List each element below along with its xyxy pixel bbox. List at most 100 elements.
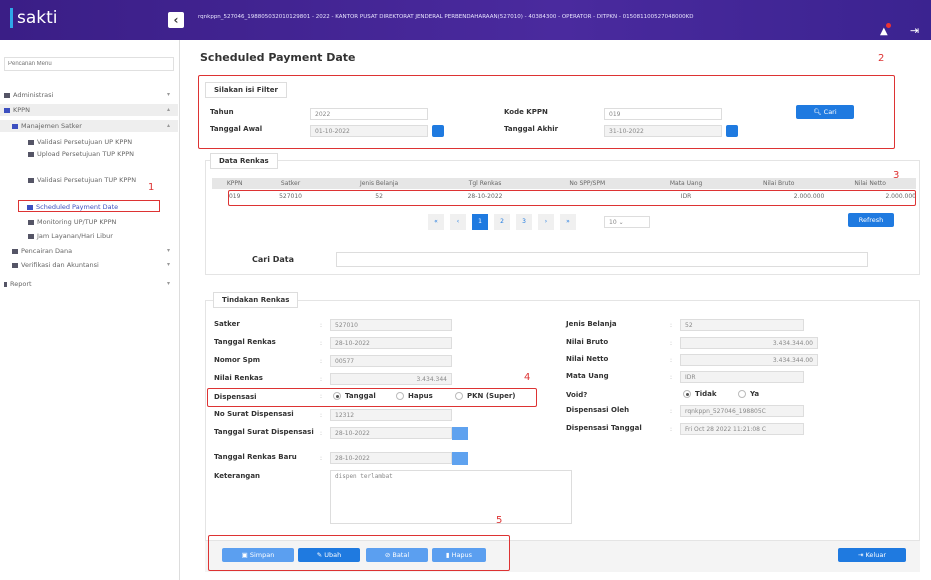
annotation-2: 2 [878,53,885,64]
tindakan-title: Tindakan Renkas [213,292,299,308]
refresh-button[interactable]: Refresh [848,213,894,227]
page-first[interactable]: « [428,214,444,230]
cari-data-input[interactable] [336,252,868,267]
table-cell: 527010 [279,192,302,200]
column-header[interactable]: KPPN [212,178,258,189]
column-header[interactable]: Jenis Belanja [323,178,435,189]
satker-label: Satker [214,320,240,328]
menu-search-input[interactable] [4,57,174,71]
table-cell: 2.000.000 [885,192,916,200]
simpan-button[interactable]: ▣ Simpan [222,548,294,562]
annotation-4: 4 [524,372,531,383]
dispensasi-tanggal-input[interactable]: Fri Oct 28 2022 11:21:08 C [680,423,804,435]
tahun-input[interactable]: 2022 [310,108,428,120]
cari-button[interactable]: 🔍︎ Cari [796,105,854,119]
radio-hapus[interactable]: Hapus [396,392,433,400]
page-last[interactable]: » [560,214,576,230]
column-header[interactable]: Nilai Bruto [733,178,825,189]
notification-bell-icon[interactable]: ▲ [880,23,891,37]
ubah-button[interactable]: ✎ Ubah [298,548,360,562]
calendar-icon[interactable] [726,125,738,137]
nilai-bruto-input[interactable]: 3.434.344.00 [680,337,818,349]
selected-row-highlight [228,190,916,206]
trash-icon: ▮ [445,551,452,559]
table-cell: 28-10-2022 [467,192,503,200]
tahun-label: Tahun [210,108,234,116]
sidebar-item-report[interactable]: Report ▾ [0,278,178,290]
sidebar-item-validasi-up[interactable]: Validasi Persetujuan UP KPPN [0,136,178,148]
page-size-select[interactable]: 10 ⌄ [604,216,650,228]
keluar-button[interactable]: ⇥ Keluar [838,548,906,562]
tanggal-akhir-input[interactable]: 31-10-2022 [604,125,722,137]
radio-pkn-super[interactable]: PKN (Super) [455,392,515,400]
sidebar-item-manajemen-satker[interactable]: Manajemen Satker ▴ [0,120,178,132]
page-1[interactable]: 1 [472,214,488,230]
table-row[interactable]: 019 527010 52 28-10-2022 IDR 2.000.000 2.000.0… [212,189,916,203]
collapse-sidebar-button[interactable]: ‹ [168,12,184,28]
tanggal-awal-input[interactable]: 01-10-2022 [310,125,428,137]
sidebar-item-verifikasi[interactable]: Verifikasi dan Akuntansi ▾ [0,259,178,271]
filter-title: Silakan isi Filter [205,82,287,98]
sidebar-item-scheduled-payment-date[interactable]: Scheduled Payment Date [18,200,160,212]
column-header[interactable]: Tgl Renkas [434,178,536,189]
void-label: Void? [566,391,588,399]
tanggal-renkas-baru-input[interactable]: 28-10-2022 [330,452,452,464]
calendar-icon[interactable] [452,452,468,465]
column-header[interactable]: Nilai Netto [824,178,916,189]
mata-uang-input[interactable]: IDR [680,371,804,383]
tanggal-renkas-input[interactable]: 28-10-2022 [330,337,452,349]
chevron-up-icon: ▴ [166,106,170,113]
column-header[interactable]: Satker [257,178,324,189]
nomor-spm-label: Nomor Spm [214,356,261,364]
tanggal-surat-dispensasi-label: Tanggal Surat Dispensasi [214,428,314,436]
page-prev[interactable]: ‹ [450,214,466,230]
sidebar-item-kppn[interactable]: KPPN ▴ [0,104,178,116]
page-3[interactable]: 3 [516,214,532,230]
chevron-down-icon: ▾ [166,91,170,98]
radio-void-ya[interactable]: Ya [738,390,759,398]
top-header: sakti ‹ rqnkppn_527046_19880503201012980… [0,0,931,40]
sidebar-item-upload-tup[interactable]: Upload Persetujuan TUP KPPN [0,150,170,172]
radio-tanggal[interactable]: Tanggal [333,392,376,400]
mata-uang-label: Mata Uang [566,372,609,380]
jenis-belanja-input[interactable]: 52 [680,319,804,331]
nilai-netto-input[interactable]: 3.434.344.00 [680,354,818,366]
sidebar-item-pencairan-dana[interactable]: Pencairan Dana ▾ [0,245,178,257]
annotation-3: 3 [893,170,900,181]
no-surat-dispensasi-input[interactable]: 12312 [330,409,452,421]
sidebar-item-monitoring[interactable]: Monitoring UP/TUP KPPN [0,216,178,228]
page-next[interactable]: › [538,214,554,230]
table-cell: 52 [375,192,383,200]
filter-panel [198,75,895,149]
radio-void-tidak[interactable]: Tidak [683,390,717,398]
page-title: Scheduled Payment Date [200,51,356,64]
dispensasi-label: Dispensasi [214,393,257,401]
sidebar: Administrasi▾ KPPN▴ Manajemen Satker▴ Va… [0,40,180,580]
dispensasi-oleh-input[interactable]: rqnkppn_527046_198805C [680,405,804,417]
nilai-renkas-input[interactable]: 3.434.344 [330,373,452,385]
keterangan-textarea[interactable]: dispen terlambat [330,470,572,524]
nilai-bruto-label: Nilai Bruto [566,338,609,346]
sidebar-item-jam-layanan[interactable]: Jam Layanan/Hari Libur [0,230,178,242]
column-header[interactable]: Mata Uang [639,178,734,189]
chevron-down-icon: ⌄ [618,219,624,226]
cancel-icon: ⊘ [384,551,393,559]
nomor-spm-input[interactable]: 00577 [330,355,452,367]
calendar-icon[interactable] [432,125,444,137]
hapus-button[interactable]: ▮ Hapus [432,548,486,562]
batal-button[interactable]: ⊘ Batal [366,548,428,562]
calendar-icon[interactable] [452,427,468,440]
sidebar-item-validasi-tup[interactable]: Validasi Persetujuan TUP KPPN [0,176,170,198]
tanggal-surat-dispensasi-input[interactable]: 28-10-2022 [330,427,452,439]
search-icon: 🔍︎ [813,108,824,116]
edit-icon: ✎ [316,551,325,559]
no-surat-dispensasi-label: No Surat Dispensasi [214,410,294,418]
logout-icon[interactable]: ⇥ [910,24,920,37]
sidebar-item-administrasi[interactable]: Administrasi ▾ [0,89,178,101]
satker-input[interactable]: 527010 [330,319,452,331]
action-buttons-highlight [208,535,510,571]
column-header[interactable]: No SPP/SPM [535,178,640,189]
renkas-table: KPPN Satker Jenis Belanja Tgl Renkas No SPP/… [212,178,916,203]
kode-kppn-input[interactable]: 019 [604,108,722,120]
page-2[interactable]: 2 [494,214,510,230]
